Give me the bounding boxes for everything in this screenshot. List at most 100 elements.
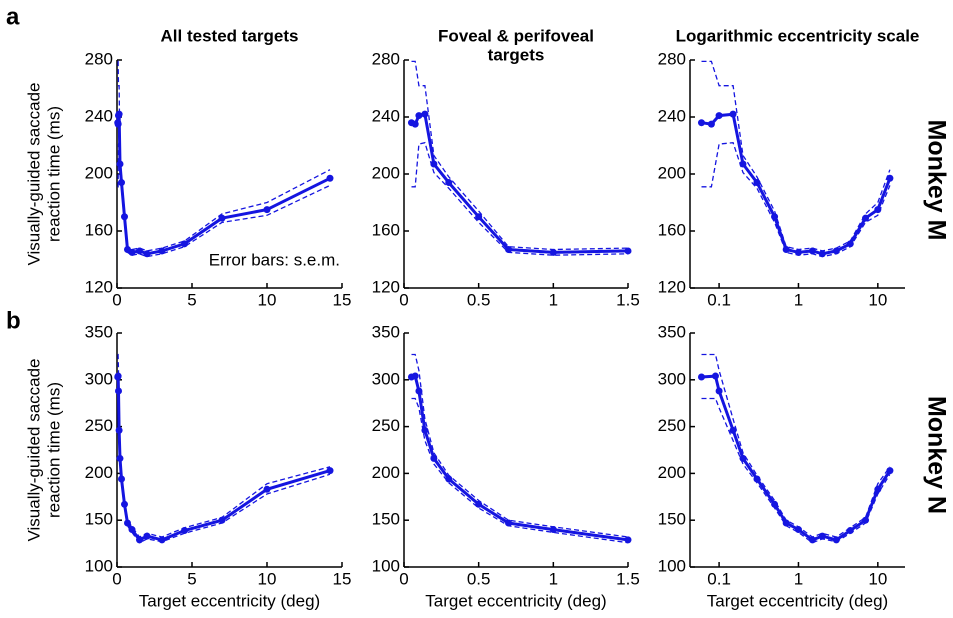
mean-line <box>116 113 331 256</box>
y-tick-label: 300 <box>658 369 686 388</box>
data-point <box>421 110 429 118</box>
y-tick-label: 120 <box>372 277 400 296</box>
error-line <box>411 397 629 544</box>
x-tick-label: 0.5 <box>467 569 491 588</box>
data-point <box>411 372 419 380</box>
x-tick-label: 15 <box>333 290 352 309</box>
error-line <box>117 60 331 252</box>
data-point <box>874 485 882 493</box>
y-tick-label: 250 <box>372 416 400 435</box>
y-tick-label: 240 <box>658 106 686 125</box>
error-line <box>701 353 891 538</box>
x-tick-label: 0.1 <box>707 569 731 588</box>
y-tick-label: 300 <box>372 369 400 388</box>
error-line <box>117 397 331 544</box>
y-tick-label: 250 <box>658 416 686 435</box>
data-point <box>326 467 334 475</box>
x-axis-label: Target eccentricity (deg) <box>139 591 320 610</box>
data-point <box>886 174 894 182</box>
x-tick-label: 1 <box>794 290 803 309</box>
data-point <box>715 387 723 395</box>
y-tick-label: 150 <box>372 510 400 529</box>
y-tick-label: 200 <box>372 463 400 482</box>
x-tick-label: 0 <box>399 290 408 309</box>
x-tick-label: 0 <box>399 569 408 588</box>
x-tick-label: 10 <box>258 569 277 588</box>
x-tick-label: 1 <box>794 569 803 588</box>
y-tick-label: 160 <box>658 220 686 239</box>
x-tick-label: 5 <box>187 290 196 309</box>
error-line <box>117 353 331 538</box>
data-point <box>505 519 513 527</box>
data-point <box>218 214 226 222</box>
y-tick-label: 280 <box>85 49 113 68</box>
panel-title: Foveal & perifoveal <box>438 26 594 45</box>
panel-title: All tested targets <box>161 26 299 45</box>
x-tick-label: 1 <box>549 290 558 309</box>
y-tick-label: 160 <box>372 220 400 239</box>
data-point <box>114 372 122 380</box>
data-point <box>263 485 271 493</box>
data-point <box>549 526 557 534</box>
data-point <box>263 206 271 214</box>
y-tick-label: 350 <box>372 322 400 341</box>
data-point <box>124 519 131 527</box>
data-point <box>128 526 136 534</box>
error-line <box>411 60 629 251</box>
data-point <box>143 250 151 258</box>
y-axis-label: reaction time (ms) <box>44 106 63 242</box>
data-point <box>697 373 705 381</box>
x-axis-label: Target eccentricity (deg) <box>425 591 606 610</box>
mean-line <box>701 112 892 256</box>
monkey-label: Monkey N <box>922 396 950 514</box>
x-tick-label: 1.5 <box>616 290 640 309</box>
y-tick-label: 300 <box>85 369 113 388</box>
y-tick-label: 200 <box>85 463 113 482</box>
data-point <box>115 110 123 118</box>
y-tick-label: 350 <box>85 322 113 341</box>
y-axis-label: reaction time (ms) <box>44 382 63 518</box>
mean-line <box>410 112 629 254</box>
y-tick-label: 200 <box>658 163 686 182</box>
data-point <box>475 213 483 221</box>
data-point <box>697 119 705 127</box>
x-tick-label: 1.5 <box>616 569 640 588</box>
data-point <box>782 519 790 527</box>
x-tick-label: 5 <box>187 569 196 588</box>
y-tick-label: 100 <box>85 556 113 575</box>
y-tick-label: 200 <box>658 463 686 482</box>
y-tick-label: 240 <box>85 106 113 125</box>
row-label: b <box>6 307 21 334</box>
data-point <box>445 179 453 187</box>
data-point <box>415 387 423 395</box>
data-point <box>794 248 802 256</box>
mean-line <box>411 374 629 542</box>
y-tick-label: 120 <box>658 277 686 296</box>
x-tick-label: 10 <box>258 290 277 309</box>
x-tick-label: 0 <box>112 569 121 588</box>
data-point <box>832 536 840 544</box>
y-tick-label: 280 <box>658 49 686 68</box>
error-line <box>701 397 891 544</box>
row-label: a <box>6 3 20 30</box>
data-point <box>415 112 423 120</box>
data-point <box>729 426 737 434</box>
monkey-label: Monkey M <box>922 120 950 241</box>
data-point <box>505 246 513 254</box>
error-line <box>117 142 331 258</box>
data-point <box>114 120 122 128</box>
x-tick-label: 0.5 <box>467 290 491 309</box>
y-axis-label: Visually-guided saccade <box>24 358 43 541</box>
y-tick-label: 100 <box>658 556 686 575</box>
mean-line <box>701 374 892 542</box>
data-point <box>707 120 715 128</box>
y-tick-label: 240 <box>372 106 400 125</box>
y-axis-label: Visually-guided saccade <box>24 82 43 265</box>
y-tick-label: 200 <box>372 163 400 182</box>
annotation: Error bars: s.e.m. <box>209 250 340 269</box>
data-point <box>136 536 143 544</box>
x-tick-label: 0.1 <box>707 290 731 309</box>
x-tick-label: 10 <box>868 290 887 309</box>
error-line <box>411 353 629 538</box>
